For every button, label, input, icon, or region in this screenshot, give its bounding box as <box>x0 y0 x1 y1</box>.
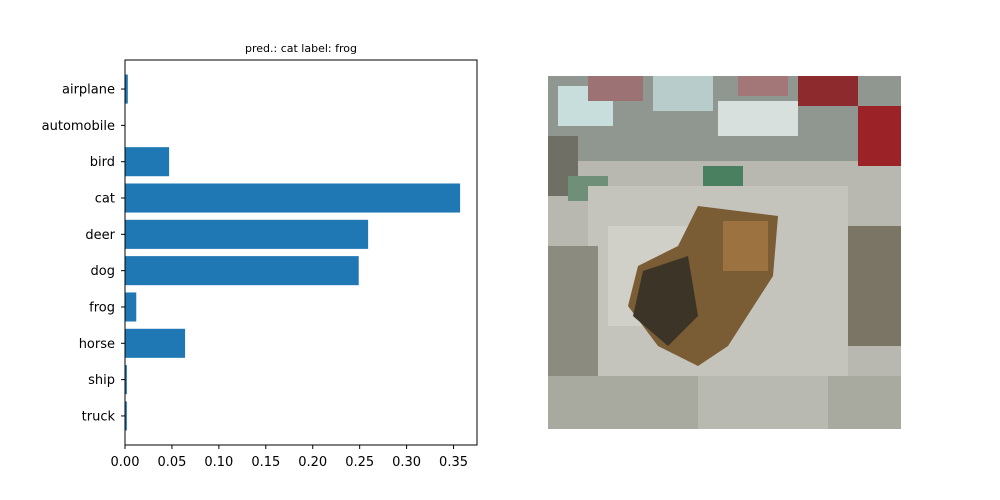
x-tick-label: 0.10 <box>204 455 233 470</box>
bar-truck <box>125 401 127 431</box>
bar-horse <box>125 328 186 358</box>
x-tick-label: 0.15 <box>251 455 280 470</box>
bar-airplane <box>125 74 128 104</box>
y-tick-label: dog <box>91 264 115 279</box>
bars-group <box>125 74 461 431</box>
bar-ship <box>125 365 127 395</box>
y-tick-label: ship <box>88 373 115 388</box>
x-tick-label: 0.30 <box>392 455 421 470</box>
chart-title: pred.: cat label: frog <box>245 42 357 55</box>
x-tick-label: 0.00 <box>111 455 140 470</box>
y-tick-label: deer <box>85 228 115 243</box>
y-tick-label: truck <box>82 409 116 424</box>
y-tick-label: airplane <box>62 83 115 98</box>
x-tick-label: 0.25 <box>345 455 374 470</box>
input-image <box>548 76 901 429</box>
x-tick-label: 0.20 <box>298 455 327 470</box>
bar-cat <box>125 183 461 213</box>
y-tick-label: automobile <box>42 119 115 134</box>
bar-frog <box>125 292 137 322</box>
x-tick-label: 0.05 <box>157 455 186 470</box>
y-tick-label: bird <box>90 155 115 170</box>
x-tick-label: 0.35 <box>439 455 468 470</box>
y-tick-label: cat <box>95 192 115 207</box>
x-axis: 0.00 0.05 0.10 0.15 0.20 0.25 0.30 0.35 <box>111 445 468 470</box>
bar-deer <box>125 219 369 249</box>
bar-bird <box>125 147 170 177</box>
y-tick-label: frog <box>89 300 115 315</box>
y-axis: airplane automobile bird cat deer dog frog hors… <box>42 83 125 424</box>
y-tick-label: horse <box>79 337 115 352</box>
plot-frame <box>124 59 478 446</box>
bar-dog <box>125 256 359 286</box>
